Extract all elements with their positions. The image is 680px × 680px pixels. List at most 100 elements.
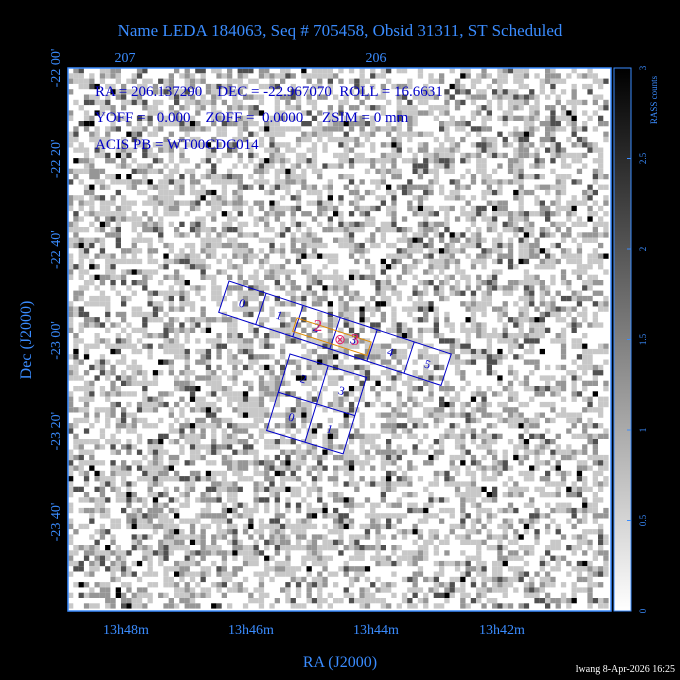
pixel [348, 407, 355, 413]
pixel [285, 147, 291, 153]
pixel [534, 529, 540, 535]
pixel [380, 481, 386, 487]
pixel [110, 232, 116, 238]
pixel [99, 280, 106, 286]
pixel [152, 492, 159, 498]
pixel [523, 502, 530, 508]
pixel [110, 534, 116, 540]
pixel [78, 439, 84, 445]
pixel [449, 121, 455, 127]
pixel [370, 73, 376, 79]
pixel [221, 454, 227, 461]
pixel [513, 333, 519, 339]
pixel [439, 439, 445, 445]
pixel [439, 338, 445, 344]
pixel [370, 179, 376, 185]
pixel [401, 470, 408, 477]
pixel [470, 327, 477, 333]
pixel [545, 94, 551, 100]
pixel [78, 465, 84, 471]
pixel [401, 481, 408, 487]
pixel [237, 338, 243, 344]
pixel [115, 221, 121, 227]
pixel [78, 200, 84, 206]
pixel [200, 476, 206, 482]
pixel [242, 94, 249, 100]
pixel [513, 322, 519, 328]
pixel [428, 78, 434, 84]
pixel [354, 184, 360, 190]
pixel [311, 142, 318, 148]
pixel [179, 280, 185, 286]
pixel [269, 375, 275, 381]
pixel [105, 295, 111, 302]
pixel [253, 221, 259, 227]
pixel [560, 507, 567, 514]
pixel [285, 258, 291, 265]
pixel [396, 184, 402, 190]
pixel [327, 258, 333, 265]
pixel [555, 412, 561, 418]
pixel [168, 523, 174, 530]
pixel [454, 89, 461, 95]
pixel [523, 280, 530, 286]
pixel [476, 242, 482, 249]
pixel [423, 168, 429, 174]
pixel [439, 126, 445, 132]
pixel [94, 502, 100, 508]
pixel [142, 89, 148, 95]
pixel [184, 258, 190, 265]
pixel [211, 280, 217, 286]
pixel [99, 168, 106, 174]
pixel [147, 221, 153, 227]
pixel [89, 364, 95, 371]
pixel [576, 258, 583, 265]
pixel [274, 147, 280, 153]
pixel [375, 195, 381, 201]
pixel [83, 152, 90, 159]
pixel [89, 99, 95, 106]
pixel [269, 476, 275, 482]
pixel [364, 301, 371, 307]
pixel [306, 285, 312, 291]
pixel [492, 534, 498, 540]
pixel [152, 460, 159, 466]
pixel [497, 94, 503, 100]
pixel [232, 174, 238, 180]
pixel [158, 227, 164, 233]
pixel [253, 269, 259, 275]
pixel [338, 68, 344, 74]
pixel [168, 412, 174, 418]
pixel [375, 433, 381, 439]
pixel [354, 158, 360, 164]
pixel [237, 179, 243, 185]
pixel [560, 317, 567, 323]
pixel [449, 348, 455, 355]
pixel [513, 68, 519, 74]
pixel [412, 211, 418, 217]
pixel [147, 147, 153, 153]
pixel [179, 428, 185, 434]
pixel [105, 513, 111, 519]
pixel [89, 94, 95, 100]
pixel [364, 354, 371, 360]
pixel [94, 295, 100, 302]
pixel [470, 78, 477, 84]
pixel [142, 322, 148, 328]
pixel [502, 354, 508, 360]
pixel [555, 481, 561, 487]
pixel [338, 396, 344, 402]
pixel [502, 333, 508, 339]
pixel [68, 115, 74, 121]
pixel [433, 513, 439, 519]
pixel [486, 99, 492, 106]
pixel [174, 523, 180, 530]
pixel [189, 306, 196, 312]
pixel [359, 534, 365, 540]
pixel [306, 237, 312, 243]
pixel [545, 73, 551, 79]
pixel [529, 189, 535, 196]
pixel [295, 502, 302, 508]
pixel [539, 444, 545, 450]
pixel [168, 370, 174, 376]
